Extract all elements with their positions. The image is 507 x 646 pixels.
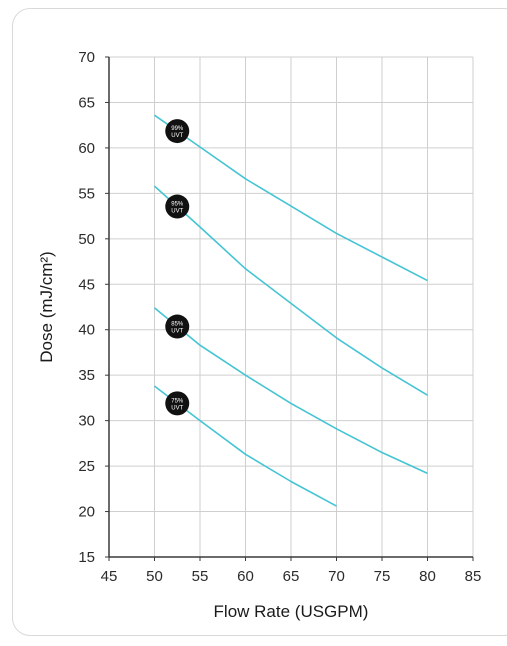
x-tick-label: 80 — [419, 568, 436, 585]
x-tick-labels: 45 50 55 60 65 70 75 80 85 — [101, 568, 482, 585]
y-tick-label: 35 — [78, 367, 95, 384]
series-badge-circle — [165, 119, 190, 144]
y-tick-label: 45 — [78, 276, 95, 293]
y-tick-label: 30 — [78, 413, 95, 430]
y-tick-label: 55 — [78, 185, 95, 202]
y-tick-label: 70 — [78, 49, 95, 66]
x-tick-label: 70 — [328, 568, 345, 585]
y-axis-title: Dose (mJ/cm²) — [37, 251, 56, 362]
series-line — [153, 185, 428, 396]
x-tick-label: 85 — [465, 568, 482, 585]
y-tick-label: 20 — [78, 504, 95, 521]
series-badge-circle — [165, 314, 190, 339]
series-line — [153, 307, 428, 475]
y-tick-label: 65 — [78, 94, 95, 111]
y-tick-label: 25 — [78, 458, 95, 475]
x-tick-label: 50 — [146, 568, 163, 585]
x-tick-label: 60 — [237, 568, 254, 585]
series-line — [154, 114, 428, 282]
y-tick-labels: 15 20 25 30 35 40 45 50 55 60 65 70 — [78, 49, 95, 566]
series-badge-label: UVT — [171, 209, 183, 215]
series-badge-label: UVT — [171, 133, 183, 139]
series-badge-circle — [165, 194, 190, 219]
y-tick-label: 15 — [78, 549, 95, 566]
series-badge: 95%UVT — [165, 194, 190, 219]
series-badge: 99%UVT — [165, 119, 190, 144]
series-badge-label: UVT — [171, 405, 183, 411]
x-tick-label: 75 — [374, 568, 391, 585]
x-axis-title: Flow Rate (USGPM) — [214, 602, 369, 621]
series-badge-label: UVT — [171, 329, 183, 335]
series-badge-label: 85% — [171, 322, 184, 328]
series-badge-circle — [165, 391, 190, 416]
y-tick-label: 40 — [78, 322, 95, 339]
x-tick-label: 65 — [283, 568, 300, 585]
axes — [105, 56, 474, 561]
x-tick-label: 55 — [192, 568, 209, 585]
x-tick-label: 45 — [101, 568, 118, 585]
y-tick-label: 60 — [78, 140, 95, 157]
y-tick-label: 50 — [78, 231, 95, 248]
series-badge: 75%UVT — [165, 391, 190, 416]
series-badge: 85%UVT — [165, 314, 190, 339]
series-badge-label: 99% — [171, 126, 184, 132]
series-badge-label: 75% — [171, 398, 184, 404]
series-badge-label: 95% — [171, 202, 184, 208]
chart-card — [12, 8, 507, 636]
